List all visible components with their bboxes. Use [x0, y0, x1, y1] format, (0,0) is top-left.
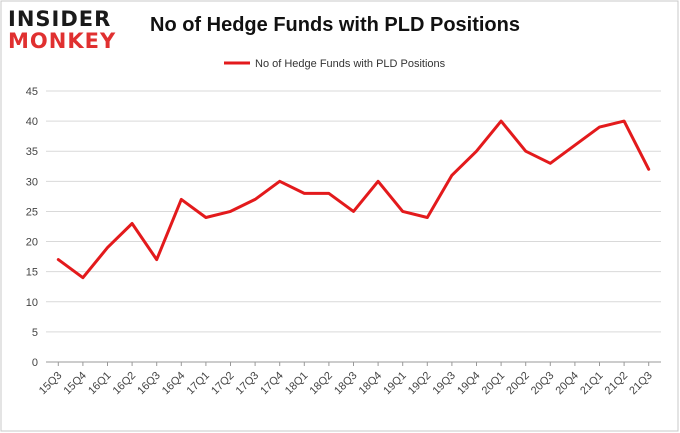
x-tick-label: 21Q1	[578, 370, 606, 398]
y-tick-label: 40	[26, 116, 38, 128]
x-tick-label: 16Q2	[111, 370, 139, 398]
y-tick-label: 30	[26, 176, 38, 188]
x-tick-label: 15Q4	[61, 370, 89, 398]
x-tick-label: 15Q3	[37, 370, 65, 398]
y-tick-label: 35	[26, 146, 38, 158]
series-line	[56, 119, 651, 280]
x-tick-label: 20Q2	[504, 370, 532, 398]
x-tick-label: 18Q4	[357, 370, 385, 398]
y-tick-label: 45	[26, 86, 38, 98]
x-tick-label: 16Q1	[86, 370, 114, 398]
x-tick-label: 19Q4	[455, 370, 483, 398]
x-tick-label: 17Q2	[209, 370, 237, 398]
legend-label: No of Hedge Funds with PLD Positions	[255, 58, 446, 70]
x-tick-label: 17Q3	[234, 370, 262, 398]
x-tick-label: 20Q1	[480, 370, 508, 398]
x-tick-label: 21Q2	[603, 370, 631, 398]
x-tick-label: 17Q4	[258, 370, 286, 398]
y-tick-label: 25	[26, 206, 38, 218]
x-tick-label: 19Q2	[406, 370, 434, 398]
x-tick-label: 21Q3	[627, 370, 655, 398]
y-tick-label: 5	[32, 327, 38, 339]
x-tick-label: 17Q1	[184, 370, 212, 398]
y-tick-label: 0	[32, 357, 38, 369]
x-tick-label: 18Q3	[332, 370, 360, 398]
chart-title: No of Hedge Funds with PLD Positions	[150, 14, 520, 36]
x-tick-label: 19Q3	[430, 370, 458, 398]
x-tick-label: 18Q1	[283, 370, 311, 398]
x-tick-label: 16Q3	[135, 370, 163, 398]
x-tick-label: 19Q1	[381, 370, 409, 398]
logo-line1: INSIDER	[8, 7, 112, 31]
insider-monkey-logo: INSIDER MONKEY	[8, 8, 128, 56]
x-tick-label: 20Q4	[553, 370, 581, 398]
x-tick-label: 16Q4	[160, 370, 188, 398]
logo-line2: MONKEY	[8, 29, 117, 53]
y-tick-label: 10	[26, 297, 38, 309]
x-tick-label: 18Q2	[307, 370, 335, 398]
y-tick-label: 15	[26, 267, 38, 279]
y-tick-label: 20	[26, 237, 38, 249]
x-tick-label: 20Q3	[529, 370, 557, 398]
